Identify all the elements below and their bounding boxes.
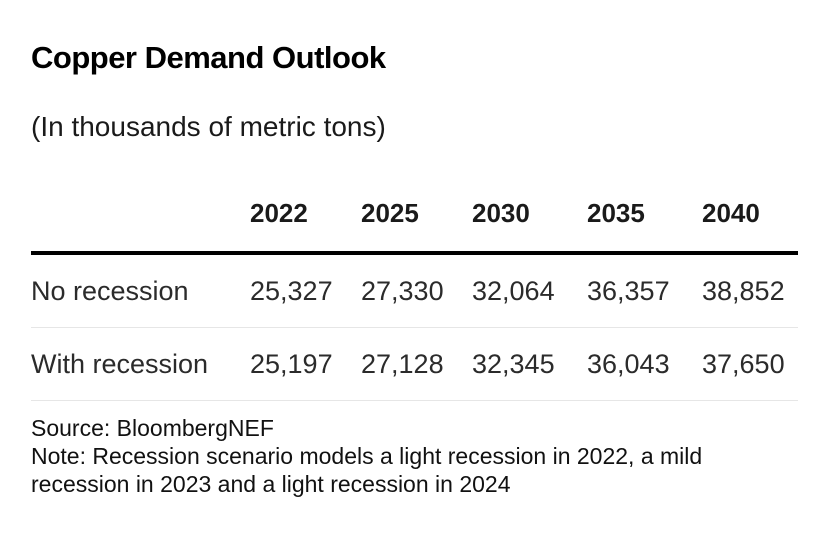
- column-header: 2025: [361, 198, 419, 228]
- table-cell: 32,345: [472, 349, 555, 379]
- source-note: Source: BloombergNEF: [31, 415, 274, 441]
- table-cell: 25,197: [250, 349, 333, 379]
- chart-footer: Source: BloombergNEF Note: Recession sce…: [31, 414, 801, 498]
- table-row: No recession 25,327 27,330 32,064 36,357…: [31, 255, 798, 328]
- table-cell: 27,128: [361, 349, 444, 379]
- table-cell: 25,327: [250, 276, 333, 306]
- table-row: With recession 25,197 27,128 32,345 36,0…: [31, 328, 798, 401]
- column-header: 2022: [250, 198, 308, 228]
- table-header-row: 2022 2025 2030 2035 2040: [31, 188, 798, 255]
- chart-subtitle: (In thousands of metric tons): [31, 111, 386, 142]
- table-cell: 36,043: [587, 349, 670, 379]
- data-table: 2022 2025 2030 2035 2040 No recession 25…: [31, 188, 798, 401]
- column-header: 2030: [472, 198, 530, 228]
- row-label: No recession: [31, 276, 189, 306]
- table-cell: 32,064: [472, 276, 555, 306]
- table-cell: 38,852: [702, 276, 785, 306]
- table-cell: 36,357: [587, 276, 670, 306]
- chart-title: Copper Demand Outlook: [31, 40, 386, 75]
- methodology-note: Note: Recession scenario models a light …: [31, 443, 703, 497]
- column-header: 2035: [587, 198, 645, 228]
- row-label: With recession: [31, 349, 209, 379]
- table-cell: 37,650: [702, 349, 785, 379]
- column-header: 2040: [702, 198, 760, 228]
- table-cell: 27,330: [361, 276, 444, 306]
